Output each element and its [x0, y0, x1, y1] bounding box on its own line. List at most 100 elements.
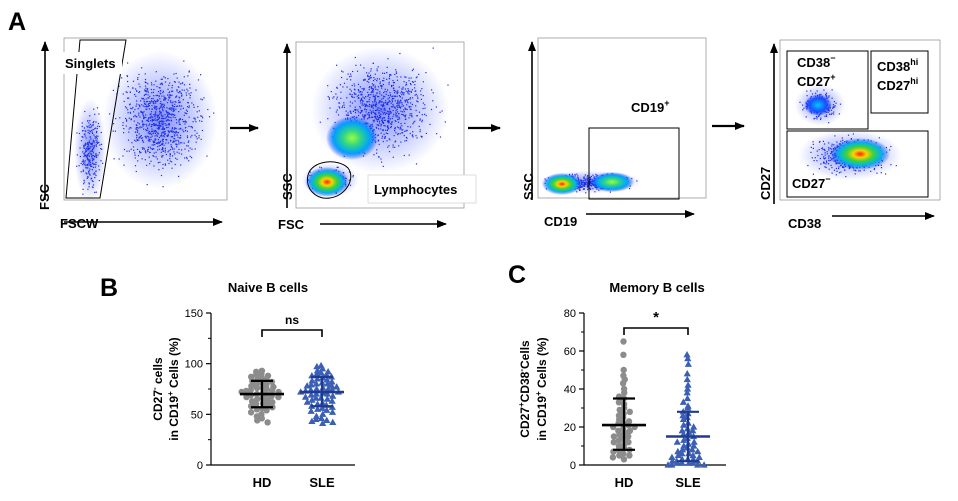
event-dot	[595, 173, 597, 175]
event-dot	[820, 118, 822, 121]
event-dot	[201, 120, 203, 122]
event-dot	[171, 84, 173, 87]
event-dot	[98, 165, 100, 167]
event-dot	[825, 92, 828, 94]
event-dot	[367, 95, 369, 97]
event-dot	[378, 128, 380, 130]
event-dot	[153, 123, 156, 125]
event-dot	[86, 177, 88, 179]
y-tick-label: 150	[185, 308, 203, 320]
event-dot	[404, 140, 406, 142]
event-dot	[146, 119, 148, 122]
gate-lymphocytes	[306, 161, 352, 199]
event-dot	[583, 177, 585, 179]
event-dot	[408, 105, 410, 107]
event-dot	[806, 90, 808, 92]
data-point	[253, 384, 261, 392]
event-dot	[89, 127, 91, 129]
event-dot	[164, 131, 166, 133]
significance-bracket	[623, 327, 689, 335]
event-dot	[129, 126, 131, 129]
event-dot	[382, 117, 384, 119]
event-dot	[378, 107, 380, 109]
event-dot	[188, 116, 190, 118]
event-dot	[172, 155, 174, 157]
event-dot	[371, 116, 373, 118]
event-dot	[188, 70, 190, 72]
event-dot	[185, 92, 187, 94]
event-dot	[366, 118, 369, 120]
event-dot	[91, 165, 93, 168]
event-dot	[126, 75, 128, 77]
event-dot	[129, 104, 131, 106]
event-dot	[838, 172, 840, 174]
event-dot	[126, 97, 129, 99]
event-dot	[161, 120, 163, 122]
event-dot	[376, 103, 378, 105]
data-point	[264, 396, 271, 404]
event-dot	[388, 122, 390, 124]
event-dot	[151, 92, 153, 94]
event-dot	[382, 97, 384, 99]
event-dot	[876, 172, 878, 174]
event-dot	[410, 91, 412, 93]
y-axis-label: FSC	[37, 183, 52, 210]
event-dot	[341, 70, 343, 72]
event-dot	[388, 127, 390, 129]
event-dot	[386, 78, 388, 80]
event-dot	[381, 137, 383, 139]
event-dot	[86, 157, 88, 159]
event-dot	[338, 102, 340, 104]
event-dot	[190, 92, 192, 94]
event-dot	[170, 113, 172, 115]
event-dot	[166, 102, 169, 104]
event-dot	[404, 122, 406, 124]
event-dot	[161, 95, 163, 97]
event-dot	[153, 155, 155, 157]
panel-label-a: A	[8, 8, 26, 36]
event-dot	[383, 105, 385, 107]
event-dot	[119, 117, 121, 119]
event-dot	[88, 155, 90, 157]
event-dot	[403, 154, 405, 157]
event-dot	[416, 115, 418, 117]
event-dot	[395, 116, 397, 118]
event-dot	[143, 102, 146, 104]
event-dot	[392, 109, 394, 112]
event-dot	[388, 115, 390, 117]
event-dot	[374, 98, 376, 100]
event-dot	[142, 114, 144, 116]
label-sup: -	[150, 387, 159, 390]
data-point	[683, 351, 691, 358]
event-dot	[388, 117, 390, 119]
event-dot	[582, 188, 584, 190]
event-dot	[184, 112, 186, 114]
event-dot	[394, 95, 396, 97]
event-dot	[828, 122, 830, 124]
event-dot	[145, 116, 147, 119]
event-dot	[78, 132, 81, 135]
event-dot	[198, 110, 200, 112]
event-dot	[354, 56, 356, 59]
event-dot	[158, 122, 160, 124]
event-dot	[82, 193, 84, 195]
event-dot	[169, 108, 171, 110]
event-dot	[112, 89, 114, 91]
event-dot	[147, 150, 149, 152]
event-dot	[187, 145, 189, 147]
event-dot	[589, 177, 591, 179]
event-dot	[375, 106, 377, 108]
event-dot	[158, 126, 161, 128]
event-dot	[155, 101, 157, 103]
event-dot	[179, 92, 181, 94]
event-dot	[432, 47, 434, 49]
data-point	[683, 385, 692, 392]
event-dot	[816, 90, 818, 92]
event-dot	[188, 93, 190, 95]
event-dot	[382, 122, 384, 124]
event-dot	[162, 186, 164, 188]
event-dot	[416, 137, 418, 139]
event-dot	[170, 144, 172, 146]
event-dot	[173, 114, 175, 116]
event-dot	[126, 91, 128, 94]
